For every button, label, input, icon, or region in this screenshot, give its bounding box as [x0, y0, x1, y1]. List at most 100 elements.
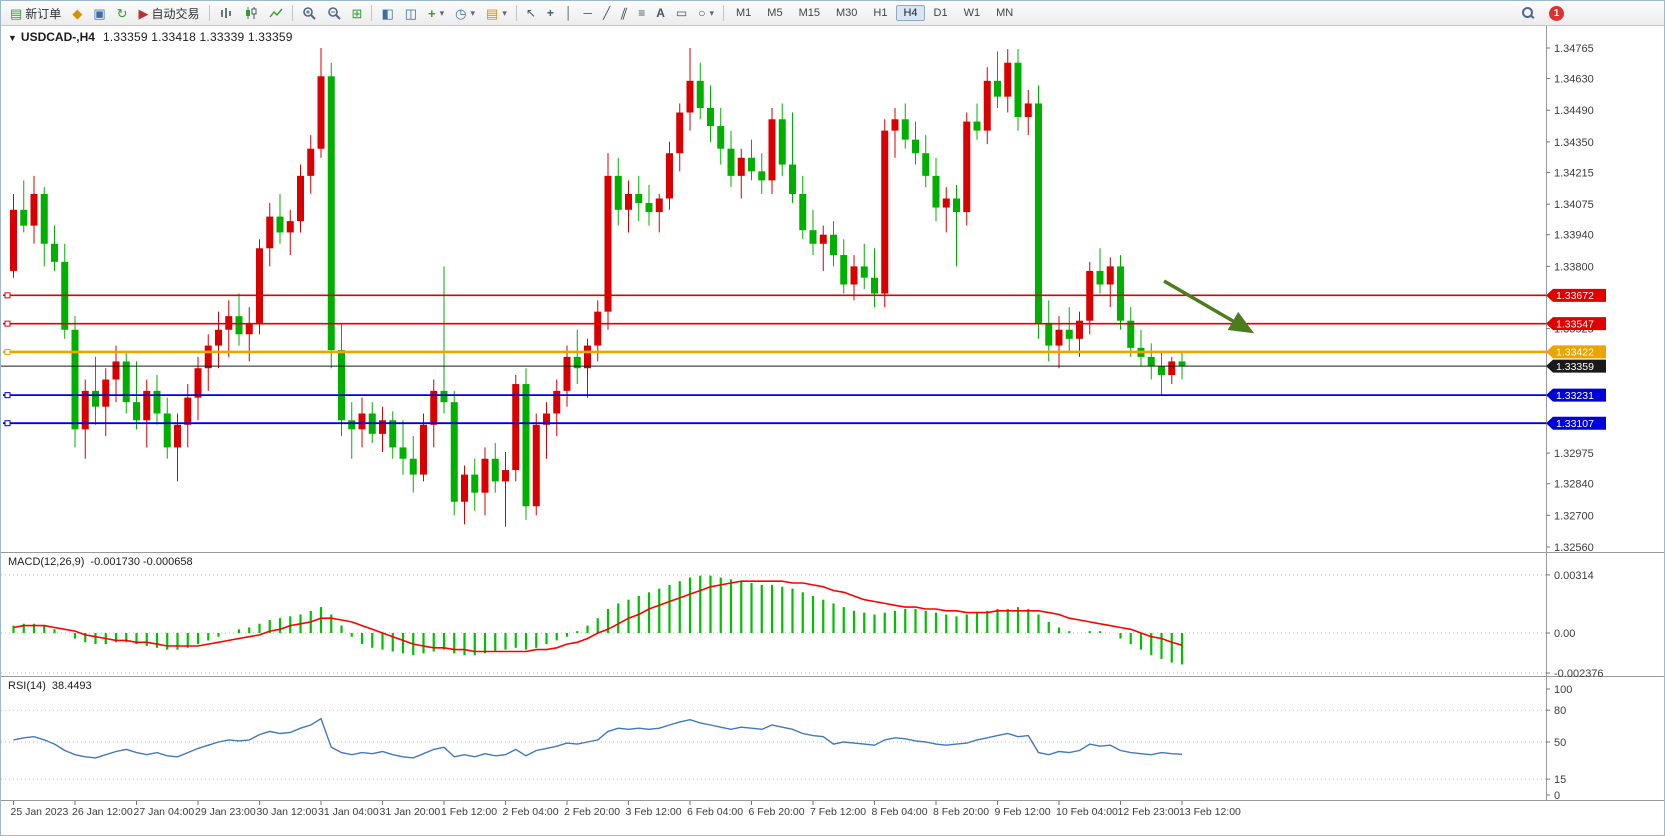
candle-body-down — [122, 361, 130, 403]
line-price-tag — [1546, 317, 1606, 331]
price-axis-label: 1.34215 — [1554, 167, 1594, 179]
candle-body-down — [1045, 322, 1053, 346]
candle-body-up — [266, 216, 274, 249]
candle-body-down — [450, 402, 458, 502]
tile-windows-button[interactable]: ⊞ — [347, 2, 368, 24]
candle-body-up — [81, 390, 89, 430]
macd-signal-line — [13, 580, 1183, 653]
bar-chart-icon — [220, 8, 231, 18]
search-icon[interactable] — [1521, 6, 1535, 20]
candle-body-down — [953, 198, 960, 213]
line-price-tag-text: 1.33231 — [1556, 390, 1594, 402]
arrange-windows-button[interactable]: ◧ — [376, 2, 398, 24]
line-price-tag — [1546, 416, 1606, 430]
candle-body-down — [399, 447, 407, 459]
line-chart-button[interactable] — [264, 2, 288, 24]
chart-title-overlay: ▼ USDCAD-,H4 1.33359 1.33418 1.33339 1.333… — [8, 30, 293, 44]
auto-trading-label: 自动交易 — [151, 6, 200, 21]
notification-badge[interactable]: 1 — [1549, 5, 1564, 21]
refresh-icon: ↻ — [116, 5, 128, 21]
candle-body-up — [963, 121, 971, 213]
timeframe-W1[interactable]: W1 — [963, 7, 981, 19]
crosshair-tool-button[interactable]: + — [542, 2, 559, 24]
timeframe-M5[interactable]: M5 — [767, 7, 783, 19]
candle-body-down — [327, 76, 335, 351]
refresh-button[interactable]: ↻ — [112, 2, 133, 24]
vertical-line-tool-button[interactable]: │ — [560, 2, 578, 24]
new-order-button[interactable]: ▤ 新订单 — [5, 2, 66, 24]
chart-dropdown-icon[interactable]: ▼ — [8, 33, 17, 43]
candle-body-up — [768, 119, 776, 181]
toolbar-separator — [208, 5, 210, 21]
candle-body-down — [163, 413, 171, 448]
candle-body-up — [297, 175, 304, 222]
timeframe-M30[interactable]: M30 — [835, 7, 858, 19]
candle-body-down — [973, 121, 981, 131]
toolbar-separator — [291, 5, 293, 21]
time-axis-label: 6 Feb 04:00 — [687, 806, 743, 818]
fibonacci-tool-button[interactable]: ≡ — [633, 2, 650, 24]
time-axis-label: 9 Feb 12:00 — [995, 806, 1051, 818]
zoom-out-button[interactable] — [322, 2, 346, 24]
time-axis-label: 25 Jan 2023 — [11, 806, 69, 818]
time-axis-label: 7 Feb 12:00 — [810, 806, 866, 818]
candle-body-down — [276, 216, 284, 233]
channel-tool-button[interactable]: ∥ — [616, 2, 632, 24]
period-selector-button[interactable]: ◷ ▾ — [450, 2, 480, 24]
chevron-down-icon: ▾ — [709, 7, 714, 18]
line-price-tag-text: 1.33547 — [1556, 318, 1594, 330]
price-axis-label: 1.34075 — [1554, 199, 1594, 211]
timeframe-M15[interactable]: M15 — [798, 7, 820, 19]
candle-body-up — [204, 345, 212, 369]
new-order-icon: ▤ — [10, 5, 23, 21]
candlestick-chart-button[interactable] — [239, 2, 263, 24]
price-axis-label: 1.33940 — [1554, 230, 1594, 242]
label-tool-button[interactable]: ▭ — [671, 2, 692, 24]
line-handle — [4, 348, 11, 355]
candle-body-up — [512, 384, 520, 471]
rsi-axis-label: 50 — [1554, 737, 1566, 749]
text-tool-button[interactable]: A — [651, 2, 670, 24]
candle-body-down — [758, 171, 766, 181]
auto-trading-button[interactable]: ▶ 自动交易 — [134, 2, 205, 24]
cascade-windows-button[interactable]: ◫ — [400, 2, 422, 24]
cursor-tool-button[interactable]: ↖ — [521, 2, 541, 24]
timeframe-D1[interactable]: D1 — [933, 7, 948, 19]
candle-body-down — [522, 384, 530, 507]
candle-body-up — [543, 413, 550, 425]
zoom-in-button[interactable] — [297, 2, 321, 24]
timeframe-H4[interactable]: H4 — [896, 5, 925, 21]
shapes-tool-button[interactable]: ○ ▾ — [693, 2, 719, 24]
trendline-tool-button[interactable]: ╱ — [598, 2, 615, 24]
add-indicator-button[interactable]: + ▾ — [423, 2, 449, 24]
candle-body-down — [830, 234, 837, 256]
rsi-value: 38.4493 — [51, 680, 92, 692]
candle-body-down — [799, 193, 807, 231]
time-axis-label: 27 Jan 04:00 — [134, 806, 195, 818]
rsi-axis-label: 80 — [1554, 705, 1566, 717]
line-price-tag-text: 1.33107 — [1556, 418, 1594, 430]
candle-body-down — [614, 175, 622, 210]
time-axis-label: 10 Feb 04:00 — [1056, 806, 1118, 818]
template-button[interactable]: ▤ ▾ — [481, 2, 512, 24]
options-button[interactable]: ▣ — [88, 2, 110, 24]
price-axis-label: 1.33800 — [1554, 261, 1594, 273]
horizontal-line-tool-button[interactable]: ─ — [578, 2, 597, 24]
candle-body-up — [737, 157, 745, 176]
candle-body-down — [1178, 361, 1186, 367]
metaeditor-button[interactable]: ◆ — [67, 2, 87, 24]
candle-body-down — [809, 230, 817, 244]
candle-body-up — [666, 153, 673, 199]
candle-body-down — [235, 316, 243, 335]
template-icon: ▤ — [486, 5, 499, 21]
timeframe-H1[interactable]: H1 — [873, 7, 888, 19]
time-axis-label: 30 Jan 12:00 — [257, 806, 318, 818]
timeframe-M1[interactable]: M1 — [736, 7, 752, 19]
time-axis-label: 31 Jan 20:00 — [380, 806, 441, 818]
timeframe-toolbar: M1 M5 M15 M30 H1 H4 D1 W1 MN — [728, 5, 1021, 21]
candle-body-up — [983, 80, 991, 131]
bar-chart-button[interactable] — [214, 2, 238, 24]
timeframe-MN[interactable]: MN — [996, 7, 1014, 19]
auto-trading-icon: ▶ — [138, 5, 149, 21]
